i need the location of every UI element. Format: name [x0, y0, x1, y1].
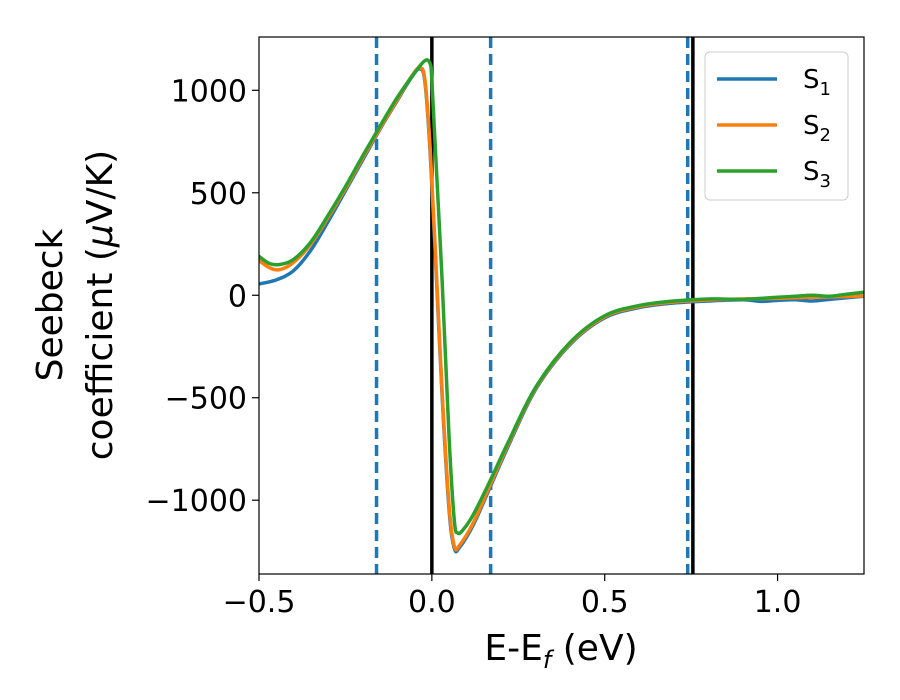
y-axis-label-line2: coefficient (μV/K) — [80, 150, 121, 460]
y-axis-label-line1: Seebeck — [30, 228, 71, 381]
x-tick-label: −0.5 — [223, 585, 296, 620]
legend-label-S1: S1 — [803, 65, 831, 100]
y-axis-label-mu: μ — [80, 224, 121, 248]
series-line-S3 — [259, 58, 864, 536]
y-tick-label: 0 — [228, 279, 247, 314]
y-axis-label-line2-group: coefficient (μV/K) — [80, 150, 121, 460]
x-tick-label: 0.0 — [408, 585, 456, 620]
x-axis-label-main: E-E — [484, 628, 542, 669]
legend-label-S2: S2 — [803, 111, 831, 146]
y-tick-label: −500 — [165, 382, 247, 417]
x-tick-label: 1.0 — [754, 585, 802, 620]
y-tick-label: −1000 — [146, 484, 247, 519]
legend-label-S3: S3 — [803, 157, 831, 192]
series-lines — [259, 58, 864, 554]
x-tick-label: 0.5 — [581, 585, 629, 620]
plot-frame — [258, 36, 865, 575]
x-axis-label: E-Ef (eV) — [484, 628, 637, 674]
x-axis-label-unit: (eV) — [551, 628, 637, 669]
y-axis-label-line1-group: Seebeck — [30, 228, 71, 381]
legend: S1 S2 S3 — [704, 51, 849, 201]
y-axis-label-coefficient: coefficient ( — [80, 247, 121, 460]
y-axis-label-unit: V/K) — [80, 150, 121, 224]
y-tick-label: 500 — [190, 177, 247, 212]
y-axis-ticks: −1000 −500 0 500 1000 — [146, 74, 259, 519]
y-tick-label: 1000 — [171, 74, 247, 109]
x-axis-ticks: −0.5 0.0 0.5 1.0 — [223, 574, 802, 620]
